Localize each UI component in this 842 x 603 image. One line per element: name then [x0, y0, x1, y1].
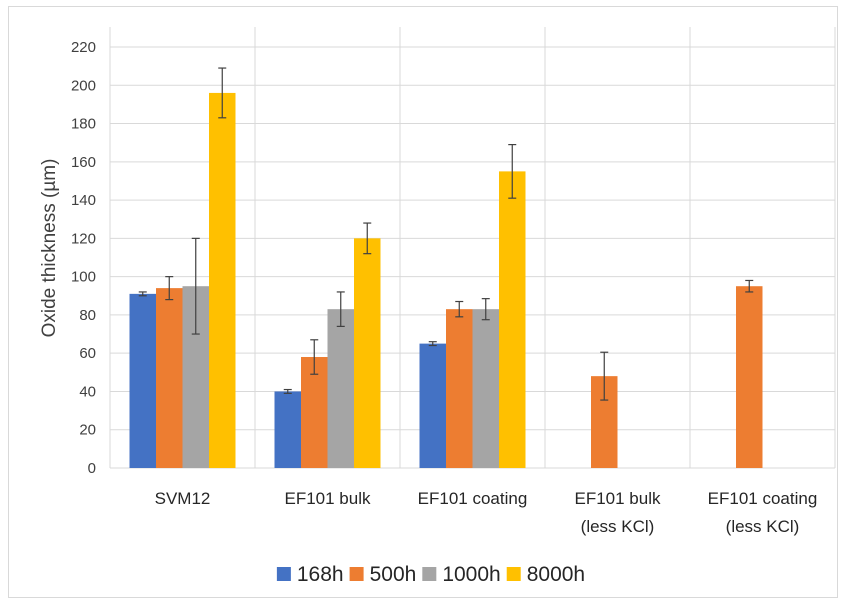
bar-8000h	[499, 171, 526, 469]
legend-label: 168h	[297, 563, 344, 586]
x-category-label: EF101 bulk	[285, 489, 371, 508]
legend: 168h 500h 1000h 8000h	[276, 563, 585, 586]
legend-label: 8000h	[527, 563, 585, 586]
bar-168h	[129, 293, 156, 468]
y-tick-label: 180	[71, 116, 96, 133]
y-tick-label: 200	[71, 77, 96, 94]
bar-8000h	[209, 92, 236, 468]
x-category-label: EF101 coating	[418, 489, 528, 508]
bar-1000h	[472, 309, 499, 468]
bar-500h	[446, 309, 473, 468]
y-tick-label: 40	[79, 383, 96, 400]
bar-8000h	[354, 238, 381, 468]
bar-500h	[301, 357, 328, 468]
legend-swatch	[349, 567, 364, 581]
y-tick-label: 140	[71, 192, 96, 209]
legend-label: 1000h	[442, 563, 500, 586]
error-bars	[138, 67, 754, 401]
chart-frame	[8, 6, 838, 598]
y-tick-label: 0	[88, 460, 96, 477]
y-tick-label: 220	[71, 39, 96, 56]
y-axis-title: Oxide thickness (µm)	[39, 159, 60, 338]
bar-168h	[419, 343, 446, 468]
bars	[129, 92, 763, 469]
legend-item-500h: 500h	[349, 563, 417, 586]
legend-swatch	[506, 567, 521, 581]
legend-label: 500h	[370, 563, 417, 586]
legend-swatch	[276, 567, 291, 581]
y-tick-label: 20	[79, 422, 96, 439]
x-axis-category-labels: SVM12 EF101 bulk EF101 coating EF101 bulk (l…	[155, 489, 818, 536]
bar-168h	[274, 391, 301, 468]
x-category-label: SVM12	[155, 489, 211, 508]
y-axis-tick-labels: 0 20 40 60 80 100 120 140 160 180 200 220	[71, 39, 96, 477]
y-tick-label: 160	[71, 154, 96, 171]
y-tick-label: 80	[79, 307, 96, 324]
x-category-label: EF101 coating	[708, 489, 818, 508]
bar-1000h	[327, 309, 354, 468]
legend-item-1000h: 1000h	[422, 563, 501, 586]
x-category-label: EF101 bulk	[575, 489, 661, 508]
y-tick-label: 100	[71, 269, 96, 286]
legend-item-8000h: 8000h	[506, 563, 585, 586]
legend-swatch	[422, 567, 437, 581]
x-category-label: (less KCl)	[581, 517, 655, 536]
bar-500h	[156, 288, 183, 468]
legend-item-168h: 168h	[276, 563, 344, 586]
y-tick-label: 60	[79, 345, 96, 362]
y-tick-label: 120	[71, 230, 96, 247]
bar-500h	[736, 286, 763, 468]
x-category-label: (less KCl)	[726, 517, 800, 536]
